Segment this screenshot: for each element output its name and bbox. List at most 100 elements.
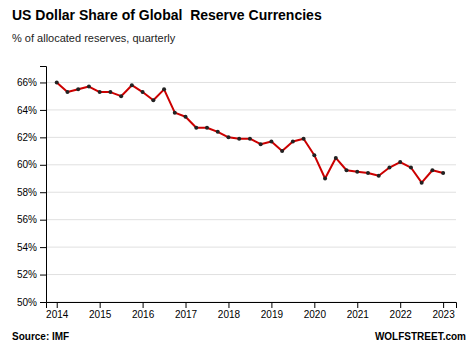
point — [226, 135, 230, 139]
point — [280, 149, 284, 153]
point — [65, 90, 69, 94]
x-tick-mark — [57, 302, 58, 308]
point — [205, 126, 209, 130]
x-tick: 2022 — [390, 302, 413, 320]
y-tick: 52% — [17, 269, 46, 280]
y-axis: 50% 52% 54% 56% 58% 60% 62% 64% 66% — [17, 67, 47, 308]
point — [130, 83, 134, 87]
y-tick-label: 62% — [17, 132, 37, 143]
y-tick-label: 54% — [17, 242, 37, 253]
plot-area — [55, 80, 445, 184]
grid-line — [46, 274, 456, 275]
y-tick: 54% — [17, 242, 46, 253]
x-tick: 2019 — [261, 302, 284, 320]
y-tick-mark — [40, 302, 46, 303]
y-tick-label: 50% — [17, 297, 37, 308]
y-tick-mark — [40, 275, 46, 276]
x-axis-line — [47, 303, 457, 309]
x-tick-mark — [400, 302, 401, 308]
y-tick-mark — [40, 82, 46, 83]
grid — [46, 82, 456, 302]
y-tick-label: 66% — [17, 77, 37, 88]
point — [355, 170, 359, 174]
point — [409, 166, 413, 170]
point — [194, 126, 198, 130]
y-tick-label: 58% — [17, 187, 37, 198]
point — [173, 111, 177, 115]
x-tick: 2023 — [432, 302, 455, 320]
x-tick-mark — [443, 302, 444, 308]
y-tick: 50% — [17, 297, 46, 308]
annotation: Source: IMF — [12, 331, 69, 342]
x-tick: 2016 — [132, 302, 155, 320]
x-tick: 2014 — [46, 302, 69, 320]
x-tick-mark — [228, 302, 229, 308]
point — [291, 139, 295, 143]
grid-line — [46, 219, 456, 220]
x-tick-label: 2022 — [390, 309, 413, 320]
x-tick: 2017 — [175, 302, 198, 320]
chart: US Dollar Share of Global Reserve Curren… — [0, 0, 474, 348]
y-tick-mark — [40, 165, 46, 166]
point — [366, 171, 370, 175]
line — [57, 82, 443, 182]
x-tick-label: 2020 — [304, 309, 327, 320]
y-tick: 62% — [17, 132, 46, 143]
point — [269, 139, 273, 143]
x-tick-label: 2018 — [218, 309, 241, 320]
y-tick: 58% — [17, 187, 46, 198]
y-tick: 66% — [17, 77, 46, 88]
point — [345, 168, 349, 172]
point — [377, 174, 381, 178]
point — [108, 90, 112, 94]
point — [119, 94, 123, 98]
y-tick-mark — [40, 110, 46, 111]
point — [76, 87, 80, 91]
point — [302, 137, 306, 141]
x-tick-mark — [100, 302, 101, 308]
point — [430, 168, 434, 172]
x-tick-mark — [271, 302, 272, 308]
x-tick: 2018 — [218, 302, 241, 320]
grid-line — [46, 82, 456, 83]
subtitle: % of allocated reserves, quarterly — [12, 32, 176, 44]
x-tick-mark — [186, 302, 187, 308]
y-tick-mark — [40, 137, 46, 138]
point — [184, 115, 188, 119]
point — [162, 87, 166, 91]
point — [237, 137, 241, 141]
point — [151, 98, 155, 102]
x-tick-mark — [143, 302, 144, 308]
point — [55, 80, 59, 84]
x-tick: 2020 — [304, 302, 327, 320]
annotation: WOLFSTREET.com — [375, 331, 466, 342]
title: US Dollar Share of Global Reserve Curren… — [12, 7, 322, 23]
x-tick-label: 2014 — [46, 309, 69, 320]
point — [216, 130, 220, 134]
y-tick-mark — [40, 192, 46, 193]
y-tick: 60% — [17, 159, 46, 170]
grid-line — [46, 192, 456, 193]
point — [87, 85, 91, 89]
y-tick-label: 64% — [17, 105, 37, 116]
y-axis-line — [40, 67, 47, 303]
x-tick-mark — [314, 302, 315, 308]
x-tick-mark — [357, 302, 358, 308]
x-tick-label: 2019 — [261, 309, 284, 320]
y-tick: 64% — [17, 105, 46, 116]
y-tick-mark — [40, 220, 46, 221]
y-tick-label: 52% — [17, 269, 37, 280]
point — [312, 153, 316, 157]
x-tick-label: 2021 — [347, 309, 370, 320]
point — [387, 166, 391, 170]
x-tick: 2021 — [347, 302, 370, 320]
y-tick-label: 60% — [17, 159, 37, 170]
x-tick: 2015 — [89, 302, 112, 320]
point — [141, 90, 145, 94]
x-tick-label: 2015 — [89, 309, 112, 320]
point — [420, 181, 424, 185]
y-tick-mark — [40, 247, 46, 248]
x-tick-label: 2017 — [175, 309, 198, 320]
y-tick-label: 56% — [17, 214, 37, 225]
point — [259, 142, 263, 146]
